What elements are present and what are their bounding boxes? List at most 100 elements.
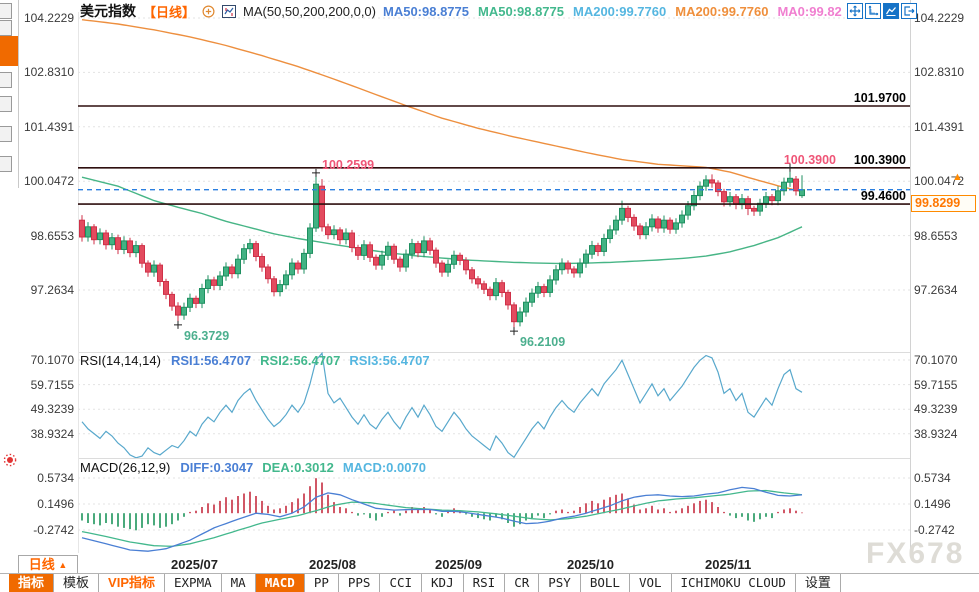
- left-strip-fragment: [0, 96, 12, 112]
- y-axis-label: 97.2634: [914, 283, 958, 297]
- y-axis-label: 59.7155: [914, 378, 958, 392]
- indicator-value: MA50:98.8775: [383, 3, 469, 19]
- pane-divider: [78, 458, 910, 459]
- x-axis-strip: 日线 ▲ 2025/07 2025/08 2025/09 2025/10 2025/11: [0, 553, 979, 574]
- dropdown-arrow-icon: ▲: [58, 560, 68, 570]
- level-label: 100.3900: [854, 153, 906, 167]
- extreme-value-label: 96.2109: [520, 335, 565, 349]
- tab-BOLL[interactable]: BOLL: [581, 574, 630, 592]
- extreme-cross-marker: [510, 327, 518, 336]
- tab-模板[interactable]: 模板: [54, 574, 100, 592]
- indicator-value: RSI1:56.4707: [170, 353, 252, 368]
- y-axis-label: 100.0472: [914, 174, 965, 188]
- tab-设置[interactable]: 设置: [796, 574, 841, 592]
- tab-MACD[interactable]: MACD: [255, 574, 305, 592]
- tab-KDJ[interactable]: KDJ: [422, 574, 464, 592]
- tab-ICHIMOKU CLOUD[interactable]: ICHIMOKU CLOUD: [672, 574, 796, 592]
- y-axis-label: -0.2742: [33, 523, 74, 537]
- indicator-settings-icon[interactable]: [2, 452, 18, 473]
- watermark: FX678: [866, 537, 965, 570]
- macd-title: MACD(26,12,9): [80, 460, 171, 475]
- indicator-value: MA200:99.7760: [675, 3, 769, 19]
- rsi-values: RSI1:56.4707 RSI2:56.4707 RSI3:56.4707: [171, 353, 439, 368]
- tab-指标[interactable]: 指标: [9, 574, 55, 592]
- period-selector[interactable]: 日线 ▲: [18, 555, 78, 574]
- tab-CCI[interactable]: CCI: [380, 574, 423, 592]
- ma200-line: [81, 19, 803, 193]
- tab-VIP指标[interactable]: VIP指标: [99, 574, 165, 592]
- exit-icon[interactable]: [901, 3, 917, 19]
- extreme-cross-marker: [312, 168, 320, 177]
- y-axis-label: 38.9324: [914, 427, 958, 441]
- plot-left-border: [78, 12, 79, 553]
- y-axis-label: 70.1070: [914, 353, 958, 367]
- tab-PSY[interactable]: PSY: [539, 574, 581, 592]
- y-axis-label: 100.0472: [23, 174, 74, 188]
- left-toolbar-strip[interactable]: [0, 0, 19, 188]
- symbol-name: 美元指数: [80, 3, 136, 19]
- y-axis-label: 101.4391: [23, 120, 74, 134]
- indicator-value: MACD:0.0070: [342, 460, 426, 475]
- right-axis-border: [910, 0, 911, 573]
- tab-VOL[interactable]: VOL: [630, 574, 672, 592]
- ma-values: MA50:98.8775 MA50:98.8775 MA200:99.7760 MA2…: [383, 4, 851, 19]
- dea-line: [81, 489, 803, 547]
- indicator-value: MA200:99.7760: [573, 3, 667, 19]
- tab-CR[interactable]: CR: [505, 574, 540, 592]
- rsi-header: RSI(14,14,14) RSI1:56.4707 RSI2:56.4707 RS…: [80, 353, 439, 368]
- tab-EXPMA[interactable]: EXPMA: [165, 574, 222, 592]
- y-axis-label: 49.3239: [30, 402, 74, 416]
- left-strip-fragment: [0, 72, 12, 88]
- macd-values: DIFF:0.3047 DEA:0.3012 MACD:0.0070: [180, 460, 435, 475]
- left-strip-fragment: [0, 156, 12, 172]
- x-axis-label: 2025/09: [435, 557, 482, 572]
- chart-header: 美元指数 【日线】 MA(50,50,200,200,0,0) MA50:98.…: [80, 2, 851, 20]
- tab-PP[interactable]: PP: [305, 574, 339, 592]
- extreme-cross-marker: [174, 320, 182, 329]
- y-axis-label: 49.3239: [914, 402, 958, 416]
- y-axis-label: 70.1070: [30, 353, 74, 367]
- left-strip-fragment: [0, 126, 12, 142]
- left-strip-active-item[interactable]: [0, 36, 18, 66]
- y-axis-label: 98.6553: [914, 229, 958, 243]
- y-axis-label: 98.6553: [30, 229, 74, 243]
- x-axis-label: 2025/08: [309, 557, 356, 572]
- indicator-value: DIFF:0.3047: [180, 460, 254, 475]
- level-label: 101.9700: [854, 91, 906, 105]
- level-label-pink: 100.3900: [784, 153, 836, 167]
- indicator-value: DEA:0.3012: [262, 460, 334, 475]
- x-axis-label: 2025/10: [567, 557, 614, 572]
- indicator-value: RSI2:56.4707: [260, 353, 341, 368]
- ma50-line: [81, 176, 803, 265]
- pan-icon[interactable]: [847, 3, 863, 19]
- y-axis-label: 101.4391: [914, 120, 965, 134]
- indicator-chart-icon[interactable]: [222, 4, 237, 18]
- level-label: 99.4600: [861, 189, 906, 203]
- x-axis-label: 2025/11: [705, 557, 752, 572]
- extreme-value-label: 96.3729: [184, 329, 229, 343]
- main-candlestick-pane[interactable]: 101.9700 100.3900 100.3900 99.4600 96.3729 10…: [78, 12, 910, 352]
- y-axis-label: 59.7155: [30, 378, 74, 392]
- diff-line: [81, 486, 803, 552]
- tab-MA[interactable]: MA: [222, 574, 256, 592]
- y-axis-label: 102.8310: [914, 65, 965, 79]
- y-axis-label: 0.5734: [914, 471, 951, 485]
- tab-RSI[interactable]: RSI: [464, 574, 506, 592]
- y-axis-label: -0.2742: [914, 523, 955, 537]
- chart-toolbar: [847, 3, 917, 19]
- macd-pane[interactable]: [78, 458, 910, 552]
- left-strip-fragment: [0, 20, 12, 36]
- chart-style-icon[interactable]: [883, 3, 899, 19]
- left-strip-fragment: [0, 3, 12, 19]
- rsi-pane[interactable]: [78, 352, 910, 458]
- axis-scale-icon[interactable]: [865, 3, 881, 19]
- x-axis-label: 2025/07: [171, 557, 218, 572]
- y-axis-label: 0.1496: [914, 497, 951, 511]
- macd-header: MACD(26,12,9) DIFF:0.3047 DEA:0.3012 MACD:…: [80, 460, 435, 475]
- extreme-cross-marker: [786, 163, 794, 172]
- tab-PPS[interactable]: PPS: [339, 574, 381, 592]
- indicator-value: MA50:98.8775: [478, 3, 564, 19]
- add-compare-icon[interactable]: [202, 4, 215, 18]
- y-axis-label: 104.2229: [914, 11, 965, 25]
